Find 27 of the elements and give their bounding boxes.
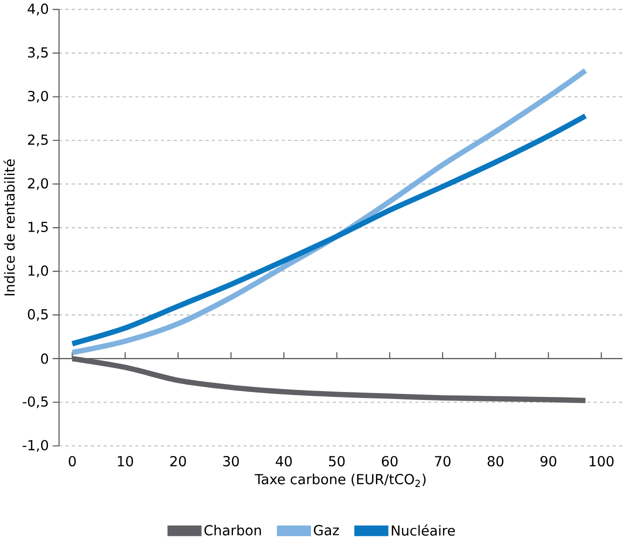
x-tick-label: 20 — [170, 456, 186, 466]
x-tick-label: 70 — [434, 456, 450, 466]
y-tick-label: 4,0 — [28, 3, 48, 16]
y-tick-label: 3,0 — [28, 90, 48, 102]
y-tick-label: 0 — [41, 353, 48, 364]
x-tick-label: 0 — [68, 456, 76, 466]
x-tick-label: 30 — [223, 456, 239, 466]
x-tick-label: 50 — [329, 456, 345, 466]
x-tick-label: 80 — [488, 456, 504, 466]
x-tick-label: 90 — [540, 456, 556, 466]
y-axis-title: Indice de rentabilité — [4, 159, 15, 296]
legend-label: Nucléaire — [392, 524, 455, 536]
legend-label: Gaz — [314, 524, 339, 536]
y-tick-label: -0,5 — [22, 396, 48, 408]
y-tick-label: 2,5 — [28, 134, 48, 146]
y-tick-label: 3,5 — [28, 46, 48, 59]
y-tick-label: 2,0 — [28, 178, 48, 190]
y-tick-label: 0,5 — [28, 308, 48, 321]
y-tick-label: 1,0 — [28, 265, 48, 278]
y-tick-label: -1,0 — [22, 440, 48, 452]
x-tick-label: 60 — [382, 456, 398, 466]
legend-label: Charbon — [204, 524, 261, 536]
y-tick-label: 1,5 — [28, 222, 48, 234]
x-tick-label: 10 — [118, 456, 134, 466]
x-tick-label: 40 — [276, 456, 292, 466]
x-tick-label: 100 — [590, 456, 614, 466]
x-axis-title: Taxe carbone (EUR/tCO$_{2}$) — [254, 474, 426, 487]
